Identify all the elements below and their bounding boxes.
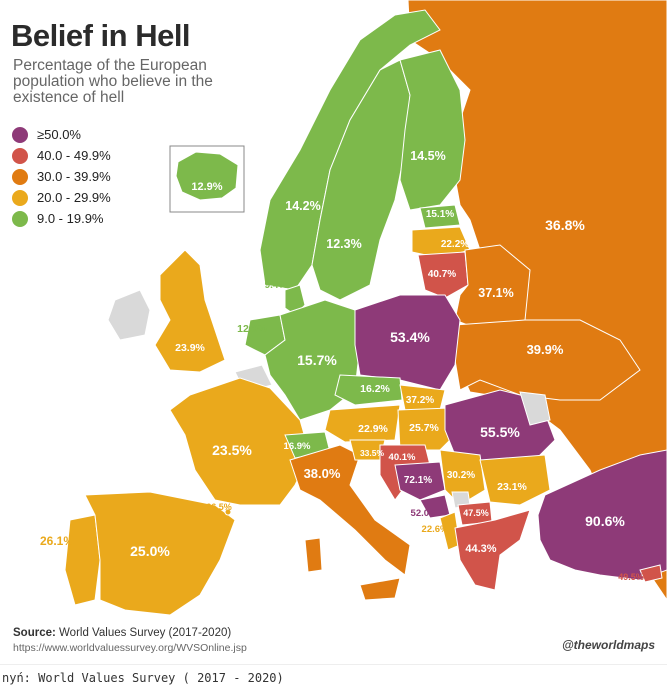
region-uk [154,249,226,373]
map-title: Belief in Hell [11,18,191,53]
source-line: Source: World Values Survey (2017-2020) [13,627,231,639]
region-bosnia [394,461,446,501]
source-url[interactable]: https://www.worldvaluessurvey.org/WVSOnl… [13,642,247,654]
label-sweden: 12.3% [326,237,361,251]
legend-swatch [12,147,28,164]
map-subtitle: Percentage of the European population wh… [13,57,213,106]
label-montenegro: 52.0% [411,508,438,519]
label-belarus: 37.1% [478,286,513,300]
legend-label: 20.0 - 29.9% [37,190,111,205]
legend-item: ≥50.0% [12,124,111,145]
label-switzerland: 16.9% [284,441,311,452]
legend-item: 20.0 - 29.9% [12,187,111,208]
region-poland [354,294,461,391]
region-moldova [519,391,551,426]
label-denmark: 9.4% [265,280,288,291]
label-croatia: 40.1% [389,452,416,463]
legend-label: 40.0 - 49.9% [37,148,111,163]
label-italy: 38.0% [304,466,341,481]
region-ukraine [454,319,641,401]
label-spain: 25.0% [130,543,170,559]
region-iceland [175,151,239,201]
label-serbia: 30.2% [447,470,475,481]
caption-footer: nyń: World Values Survey ( 2017 - 2020) [0,664,667,694]
label-slovenia: 33.5% [360,448,385,458]
legend-item: 30.0 - 39.9% [12,166,111,187]
label-romania: 55.5% [480,424,520,440]
label-portugal: 26.1% [40,534,74,548]
region-sicily [359,577,401,601]
legend-swatch [12,168,28,185]
legend-label: 9.0 - 19.9% [37,211,104,226]
region-france [169,377,311,506]
label-turkey: 90.6% [585,513,625,529]
region-greece [454,509,531,591]
region-spain [84,491,236,616]
label-czechia: 16.2% [360,383,390,395]
region-bulgaria [479,454,551,506]
label-austria: 22.9% [358,423,388,435]
label-poland: 53.4% [390,329,430,345]
region-sardinia [304,537,323,573]
label-latvia: 22.2% [441,239,469,250]
source-label: Source: [13,627,56,639]
label-norway: 14.2% [285,199,320,213]
region-finland [399,49,466,211]
region-czechia [334,374,403,406]
region-andorra [224,508,232,516]
label-bulgaria: 23.1% [497,481,527,493]
label-bosnia: 72.1% [404,475,432,486]
region-serbia [439,449,486,506]
region-lithuania [417,251,469,299]
label-finland: 14.5% [410,149,445,163]
label-ukraine: 39.9% [527,342,564,357]
label-north-macedonia: 47.5% [463,508,489,518]
credit-handle: @theworldmaps [561,638,655,652]
legend-item: 9.0 - 19.9% [12,208,111,229]
legend-item: 40.0 - 49.9% [12,145,111,166]
label-netherlands: 12.9% [237,323,267,335]
region-turkey [537,449,667,581]
label-greece: 44.3% [465,543,496,555]
source-text: World Values Survey (2017-2020) [59,627,232,639]
region-portugal [64,514,101,606]
label-iceland: 12.9% [191,181,222,193]
legend-label: ≥50.0% [37,127,81,142]
region-ireland [107,289,151,341]
footer-text: nyń: World Values Survey ( 2017 - 2020) [2,671,284,685]
legend-swatch [12,126,28,143]
label-germany: 15.7% [297,352,337,368]
label-estonia: 15.1% [426,209,454,220]
region-estonia [419,204,461,229]
legend-label: 30.0 - 39.9% [37,169,111,184]
label-hungary: 25.7% [409,422,439,434]
label-lithuania: 40.7% [428,269,456,280]
legend-swatch [12,210,28,227]
label-albania: 22.6% [422,524,449,535]
label-cyprus: 49.5% [618,572,644,582]
region-cyprus [639,564,663,583]
iceland-inset-frame [169,145,245,213]
label-slovakia: 37.2% [406,395,434,406]
label-russia: 36.8% [545,217,585,233]
legend: ≥50.0% 40.0 - 49.9% 30.0 - 39.9% 20.0 - … [12,124,111,229]
legend-swatch [12,189,28,206]
label-france: 23.5% [212,442,252,458]
label-uk: 23.9% [175,342,205,354]
label-andorra: 26.5% [206,502,232,512]
